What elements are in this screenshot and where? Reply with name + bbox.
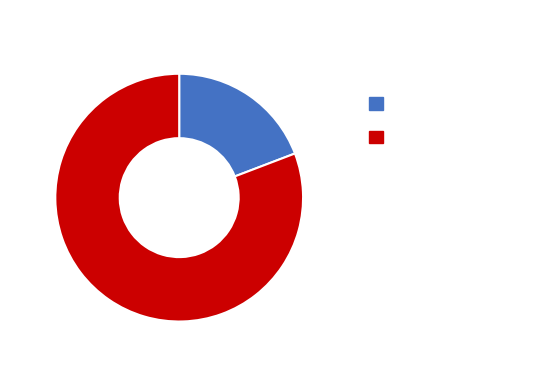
Wedge shape xyxy=(179,74,295,176)
Legend: 小売業, 卸売業: 小売業, 卸売業 xyxy=(363,92,441,149)
Wedge shape xyxy=(55,74,303,321)
